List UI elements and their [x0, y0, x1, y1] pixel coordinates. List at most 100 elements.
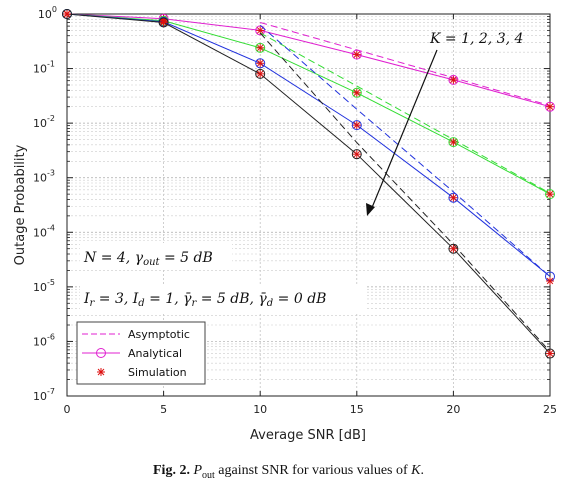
- y-tick-label: 10-1: [33, 60, 55, 76]
- outage-chart: 0 5 10 15 20 25 100 10-1 10-2 10-3 10-4 10-5 10-6 10-…: [13, 5, 557, 443]
- simulation-point: [546, 102, 554, 111]
- asterisk-stroke: [546, 277, 554, 285]
- simulation-point: [159, 18, 168, 27]
- analytical-point: [448, 243, 459, 254]
- asterisk-stroke: [353, 89, 361, 97]
- caption-p-subscript: out: [202, 469, 215, 481]
- simulation-point: [449, 138, 458, 147]
- figure-caption: Fig. 2. Pout against SNR for various val…: [0, 463, 577, 481]
- analytical-point: [255, 68, 266, 79]
- x-tick-label: 15: [350, 403, 364, 416]
- x-axis-label: Average SNR [dB]: [250, 428, 366, 443]
- x-tick-label: 0: [64, 403, 71, 416]
- caption-k-symbol: K: [411, 463, 421, 478]
- simulation-point: [352, 50, 361, 59]
- simulation-point: [352, 121, 361, 130]
- legend-simulation-marker: [97, 368, 105, 376]
- analytical-point: [351, 120, 362, 131]
- y-tick-label: 10-2: [33, 114, 55, 130]
- asterisk-stroke: [546, 190, 554, 198]
- analytical-line-k4: [66, 13, 551, 354]
- analytical-point: [255, 58, 266, 69]
- asymptotic-line-k4: [259, 32, 551, 352]
- params-box-2: [80, 284, 365, 312]
- asterisk-stroke: [160, 19, 167, 26]
- asterisk-stroke: [256, 27, 264, 34]
- series-k4: [62, 9, 555, 359]
- k-arrow-line: [370, 49, 438, 211]
- legend-simulation-label: Simulation: [128, 366, 187, 379]
- y-axis-label: Outage Probability: [13, 144, 28, 265]
- simulation-point: [449, 75, 458, 84]
- asterisk-stroke: [546, 350, 554, 357]
- asterisk-stroke: [256, 70, 264, 78]
- legend-analytical-label: Analytical: [128, 347, 182, 360]
- asterisk-stroke: [256, 44, 264, 52]
- asterisk-stroke: [353, 51, 361, 58]
- x-tick-label: 10: [253, 403, 267, 416]
- analytical-point: [545, 348, 555, 359]
- simulation-point: [256, 43, 265, 52]
- y-tick-label: 10-3: [33, 169, 55, 185]
- params-line-2: Ir = 3, Id = 1, γ̄r = 5 dB, γ̄d = 0 dB: [83, 291, 326, 309]
- asymptotic-line-k1: [260, 22, 551, 107]
- caption-end: .: [420, 463, 425, 478]
- legend-analytical-marker: [96, 348, 106, 358]
- asymptotic-line-k3: [259, 24, 551, 277]
- caption-prefix: Fig. 2.: [153, 463, 190, 478]
- simulation-point: [352, 150, 361, 159]
- params-box-1: [80, 243, 232, 269]
- analytical-point: [255, 42, 266, 53]
- legend: Asymptotic Analytical Simulation: [76, 321, 206, 385]
- y-tick-label: 10-6: [33, 332, 55, 348]
- analytical-point: [448, 192, 459, 203]
- simulation-point: [449, 193, 458, 202]
- asterisk-stroke: [450, 245, 457, 252]
- plot-frame: [66, 13, 551, 397]
- analytical-point: [62, 9, 72, 19]
- analytical-point: [351, 149, 362, 160]
- simulation-point: [256, 59, 265, 68]
- analytical-point: [448, 137, 459, 148]
- simulation-point: [256, 69, 265, 78]
- simulation-point: [546, 277, 554, 286]
- analytical-point: [351, 87, 362, 98]
- asterisk-stroke: [63, 10, 71, 18]
- k-arrow-head: [366, 203, 375, 216]
- analytical-line-k2: [66, 13, 551, 195]
- legend-asymptotic-label: Asymptotic: [128, 328, 190, 341]
- asterisk-stroke: [450, 76, 457, 84]
- analytical-point: [545, 101, 555, 112]
- analytical-line-k3: [66, 13, 551, 277]
- analytical-point: [351, 49, 362, 60]
- x-tick-label: 25: [543, 403, 557, 416]
- axis-ticks: 0 5 10 15 20 25 100 10-1 10-2 10-3 10-4 10-5 10-6 10-…: [33, 5, 557, 416]
- series-k1: [62, 9, 555, 112]
- asterisk-stroke: [353, 150, 361, 158]
- k-annotation: K = 1, 2, 3, 4: [429, 31, 523, 47]
- simulation-point: [449, 244, 458, 253]
- simulation-point: [256, 26, 265, 35]
- analytical-point: [448, 74, 459, 85]
- x-tick-label: 5: [160, 403, 167, 416]
- asymptotic-line-k2: [259, 32, 551, 194]
- simulation-point: [352, 88, 361, 97]
- asterisk-stroke: [450, 194, 457, 201]
- x-tick-label: 20: [446, 403, 460, 416]
- y-tick-label: 10-5: [33, 278, 55, 294]
- simulation-point: [546, 190, 554, 199]
- y-tick-label: 100: [38, 5, 57, 21]
- caption-middle: against SNR for various values of: [218, 463, 408, 478]
- y-tick-label: 10-7: [33, 387, 55, 403]
- analytical-point: [158, 17, 169, 28]
- series: [62, 9, 555, 359]
- y-tick-label: 10-4: [33, 223, 55, 239]
- simulation-point: [63, 10, 71, 18]
- asterisk-stroke: [353, 121, 361, 129]
- asterisk-stroke: [546, 103, 554, 110]
- params-line-1: N = 4, γout = 5 dB: [83, 250, 213, 268]
- asterisk-stroke: [256, 60, 264, 67]
- asterisk-stroke: [450, 138, 457, 146]
- simulation-point: [546, 349, 554, 358]
